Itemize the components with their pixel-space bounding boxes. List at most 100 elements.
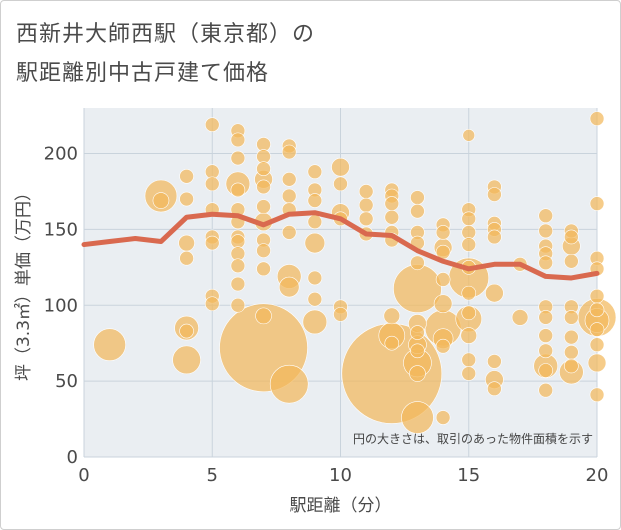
bubble-point: [589, 322, 605, 337]
x-tick-label: 10: [329, 465, 352, 486]
bubble-point: [485, 283, 504, 303]
bubble-point: [204, 117, 220, 132]
x-tick-label: 5: [207, 465, 218, 486]
x-axis-label: 駅距離（分）: [290, 496, 392, 516]
bubble-point: [435, 338, 451, 354]
bubble-point: [589, 111, 605, 126]
bubble-point: [302, 309, 328, 335]
bubble-point: [538, 328, 554, 343]
bubble-point: [230, 258, 246, 274]
chart-title-line1: 西新井大師西駅（東京都）の: [16, 22, 316, 47]
bubble-point: [435, 225, 451, 240]
bubble-point: [179, 168, 194, 184]
bubble-point: [307, 193, 323, 208]
bubble-point: [230, 276, 246, 292]
trend-line-layer: [81, 210, 600, 281]
bubble-point: [204, 176, 220, 192]
bubble-point: [538, 223, 554, 239]
bubble-point: [538, 208, 554, 224]
y-tick-label: 100: [44, 295, 78, 316]
bubble-point: [487, 381, 502, 397]
bubble-point: [255, 307, 272, 325]
bubble-point: [230, 132, 246, 148]
bubble-point: [538, 310, 554, 325]
bubble-point: [256, 161, 271, 176]
x-tick-label: 20: [586, 465, 609, 486]
bubble-point: [433, 294, 453, 314]
bubble-point: [587, 353, 607, 373]
bubble-point: [307, 164, 323, 180]
bubble-point: [589, 288, 605, 304]
bubble-point: [179, 191, 194, 207]
bubble-point: [281, 188, 297, 204]
bubble-point: [256, 261, 271, 277]
bubble-point: [384, 335, 400, 351]
bubble-point: [278, 276, 300, 298]
bubble-point: [538, 382, 554, 398]
y-tick-label: 0: [67, 447, 78, 468]
bubble-point: [538, 363, 554, 378]
bubble-point: [230, 182, 246, 198]
grid-lines: [83, 108, 598, 458]
bubble-point: [93, 328, 126, 362]
y-tick-label: 200: [44, 144, 78, 165]
bubble-point: [538, 343, 554, 359]
bubble-point: [538, 255, 554, 271]
bubble-point: [230, 150, 246, 166]
bubble-point: [256, 243, 271, 258]
bubble-point: [304, 232, 326, 254]
bubble-point: [409, 365, 426, 382]
bubble-point: [461, 305, 477, 321]
bubble-point: [204, 235, 220, 251]
bubble-layer: [93, 111, 617, 434]
bubble-point: [564, 310, 579, 325]
bubble-point: [410, 190, 425, 205]
bubble-point: [461, 366, 477, 381]
bubble-point: [383, 307, 401, 325]
y-tick-label: 50: [55, 371, 78, 392]
bubble-point: [333, 176, 348, 192]
bubble-point: [281, 144, 297, 160]
bubble-point: [564, 344, 579, 360]
bubble-point: [172, 345, 201, 375]
bubble-point: [564, 253, 579, 269]
bubble-point: [384, 196, 400, 211]
bubble-point: [307, 291, 323, 307]
bubble-point: [435, 272, 451, 287]
bubble-point: [179, 323, 194, 339]
bubble-point: [410, 255, 425, 271]
chart-title-line2: 駅距離別中古戸建て価格: [16, 61, 270, 86]
bubble-point: [204, 296, 220, 312]
x-tick-label: 15: [457, 465, 480, 486]
bubble-point: [256, 199, 271, 214]
bubble-point: [358, 197, 374, 213]
bubble-point: [487, 187, 502, 202]
bubble-size-note: 円の大きさは、取引のあった物件面積を示す: [353, 431, 593, 446]
bubble-point: [460, 327, 478, 344]
bubble-point: [152, 192, 170, 209]
bubble-point: [401, 401, 434, 434]
bubble-point: [589, 387, 605, 403]
bubble-point: [461, 352, 477, 368]
bubble-point: [487, 354, 502, 369]
bubble-point: [461, 211, 477, 227]
bubble-point: [564, 229, 579, 245]
bubble-point: [589, 196, 605, 211]
bubble-point: [307, 270, 323, 286]
bubble-point: [384, 209, 400, 225]
bubble-point: [281, 225, 297, 240]
bubble-point: [511, 309, 529, 326]
bubble-point: [358, 211, 374, 227]
bubble-point: [435, 410, 451, 425]
bubble-point: [410, 343, 425, 359]
bubble-point: [256, 179, 271, 195]
bubble-point: [179, 250, 194, 266]
trend-line: [81, 210, 600, 281]
bubble-point: [410, 325, 425, 340]
bubble-point: [461, 285, 477, 301]
bubble-point: [307, 214, 323, 230]
y-tick-label: 150: [44, 219, 78, 240]
bubble-point: [331, 157, 350, 177]
bubble-point: [564, 329, 579, 345]
bubble-point: [410, 203, 425, 219]
